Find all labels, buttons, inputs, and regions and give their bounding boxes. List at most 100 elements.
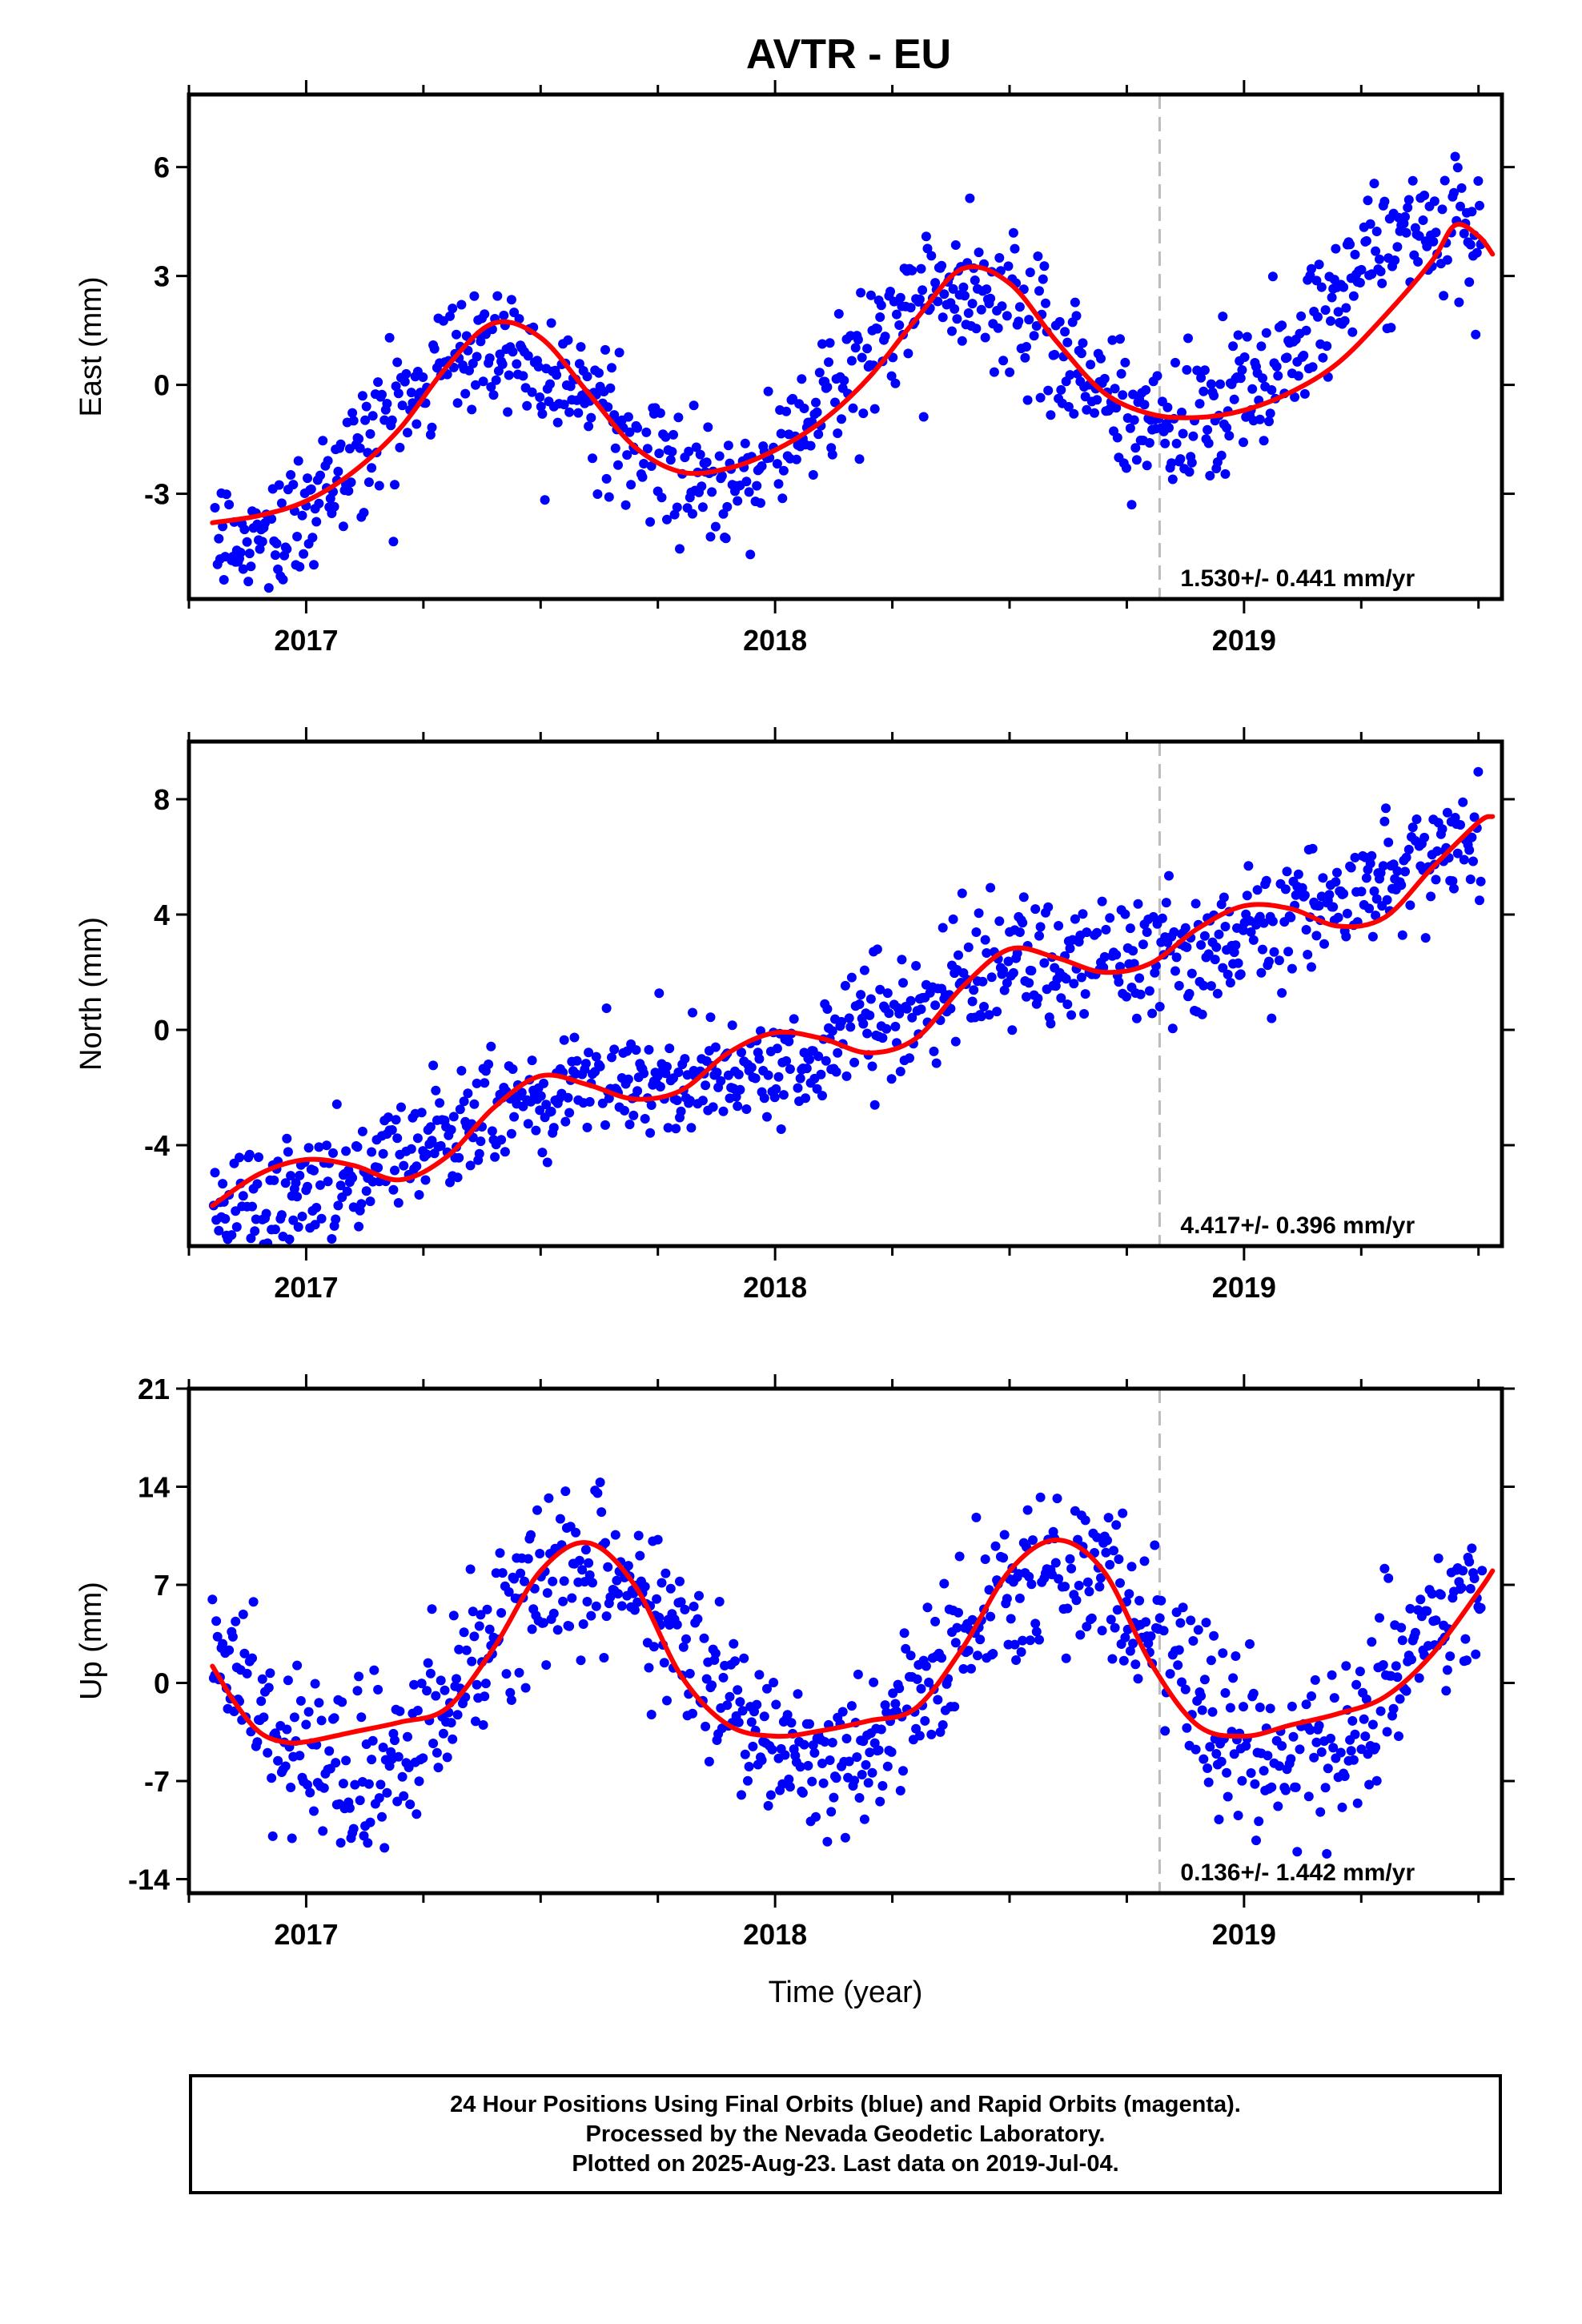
north-y-axis-label: North (mm) [74,917,108,1071]
north-data-point [1076,972,1086,983]
east-data-point [684,446,694,456]
up-data-point [448,1734,458,1744]
up-data-point [314,1698,324,1708]
north-data-point [391,1115,401,1125]
position-timeseries-plot: -3 0 3 6 2017 2018 2019 East (mm) 1.530+/- 0.441… [74,80,1515,2009]
north-data-point [1242,891,1252,901]
east-data-point [773,479,784,489]
north-data-point [1277,987,1287,998]
up-data-point [1379,1563,1390,1574]
east-data-point [1199,365,1210,376]
up-data-point [898,1766,908,1776]
north-data-point [1078,909,1088,919]
up-data-point [610,1530,620,1540]
east-data-point [880,332,890,342]
up-data-point [586,1610,596,1621]
east-data-point [1209,391,1219,400]
north-ytick-label: 0 [154,1014,170,1047]
north-data-point [1397,930,1407,940]
east-data-point [869,404,880,414]
east-data-point [632,423,643,433]
north-data-point [1350,852,1360,862]
up-data-point [1050,1558,1061,1568]
east-data-point [933,296,943,307]
up-data-point [1371,1742,1381,1752]
footer-info-box: 24 Hour Positions Using Final Orbits (bl… [189,2074,1502,2194]
north-data-point [718,1106,729,1116]
up-data-point [552,1625,563,1635]
north-data-point [841,1071,852,1081]
east-data-point [1229,394,1239,404]
east-data-point [1361,235,1371,246]
east-data-point [600,344,610,355]
east-data-point [1471,329,1481,340]
up-data-point [497,1568,508,1578]
up-data-point [520,1683,531,1693]
north-data-point [773,1072,784,1082]
east-data-point [1258,373,1267,384]
north-data-point [1286,912,1296,923]
up-data-point [1025,1635,1035,1646]
north-data-point [414,1190,424,1200]
up-data-point [1323,1763,1333,1774]
up-data-point [267,1831,278,1841]
east-data-point [827,449,837,460]
east-data-point [390,480,400,490]
north-data-point [1442,807,1452,818]
up-data-point [646,1710,656,1719]
up-data-point [1396,1622,1407,1633]
east-data-point [1014,316,1024,327]
east-data-point [1261,328,1271,338]
up-data-point [1143,1638,1154,1649]
up-data-point [465,1564,476,1574]
north-data-point [1314,901,1324,911]
east-data-point [1369,179,1379,189]
east-data-point [825,338,835,348]
east-data-point [846,356,857,366]
east-data-point [545,379,555,389]
up-data-point [939,1578,950,1589]
east-data-point [813,429,824,440]
east-data-point [401,368,412,379]
up-data-point [1311,1737,1322,1747]
north-data-point [1346,862,1356,873]
north-data-point [1144,986,1154,996]
up-data-point [1094,1582,1105,1592]
north-data-point [331,1214,341,1224]
up-data-point [238,1609,248,1619]
north-data-point [601,1003,612,1013]
up-data-point [1034,1634,1044,1645]
up-data-point [355,1795,365,1806]
up-data-point [746,1717,757,1727]
north-data-point [733,1069,744,1080]
up-data-point [954,1607,963,1618]
up-data-point [1329,1693,1339,1703]
north-data-point [854,999,865,1009]
east-data-point [662,514,672,525]
north-data-point [652,1071,663,1081]
north-data-point [624,1120,635,1130]
north-data-point [1342,908,1352,919]
page-title: AVTR - EU [745,31,952,78]
north-data-point [1008,967,1018,978]
up-data-point [318,1826,328,1836]
east-data-point [697,481,707,492]
east-data-point [1233,330,1243,340]
east-xtick-label: 2018 [743,624,807,657]
east-data-point [282,544,292,554]
east-data-point [1277,320,1287,331]
north-data-point [1369,886,1379,896]
up-data-point [603,1562,613,1572]
up-data-point [659,1658,669,1668]
up-data-point [1359,1714,1369,1724]
north-data-point [1229,947,1239,958]
north-data-point [387,1125,397,1135]
north-data-point [399,1160,409,1171]
north-data-point [536,1091,546,1101]
north-data-point [406,1144,416,1154]
north-data-point [862,1028,873,1039]
north-data-point [1214,929,1224,939]
north-data-point [1196,940,1207,950]
up-data-point [418,1753,428,1763]
north-data-point [733,1101,743,1112]
